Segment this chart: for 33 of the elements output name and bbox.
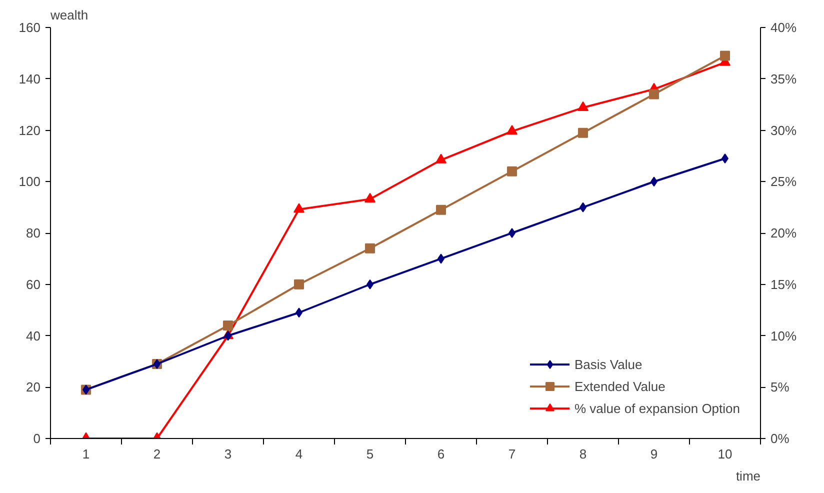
y2-tick-label: 5% (770, 380, 790, 395)
x-tick-label: 2 (153, 446, 161, 462)
y2-tick-label: 35% (770, 71, 797, 86)
y-tick-label: 100 (18, 174, 41, 190)
y2-tick-label: 25% (770, 174, 797, 190)
y-axis-title: wealth (50, 8, 88, 22)
x-tick-label: 9 (650, 446, 658, 462)
legend-label: Extended Value (574, 378, 666, 394)
y2-tick-label: 40% (770, 20, 797, 35)
y2-tick-label: 0% (770, 431, 790, 446)
x-tick-label: 3 (224, 446, 232, 462)
y2-tick-label: 10% (770, 328, 797, 344)
y-tick-label: 140 (18, 71, 41, 86)
x-tick-label: 10 (718, 446, 732, 462)
y-tick-label: 40 (26, 328, 41, 344)
y-tick-label: 60 (26, 276, 41, 292)
x-tick-label: 8 (579, 446, 587, 462)
y2-tick-label: 30% (770, 122, 797, 138)
y-tick-label: 80 (26, 226, 41, 240)
y2-tick-label: 20% (770, 226, 797, 240)
y-tick-label: 160 (18, 20, 41, 35)
y2-tick-label: 15% (770, 276, 797, 292)
x-tick-label: 4 (295, 446, 303, 462)
x-tick-label: 5 (366, 446, 374, 462)
y-tick-label: 120 (18, 122, 41, 138)
x-tick-label: 6 (437, 446, 445, 462)
x-tick-label: 7 (508, 446, 516, 462)
x-axis-title: time (736, 468, 761, 484)
legend-label: Basis Value (574, 356, 642, 372)
x-tick-label: 1 (82, 446, 90, 462)
legend-label: % value of expansion Option (574, 400, 740, 416)
y-tick-label: 20 (26, 380, 41, 395)
y-tick-label: 0 (33, 431, 41, 446)
